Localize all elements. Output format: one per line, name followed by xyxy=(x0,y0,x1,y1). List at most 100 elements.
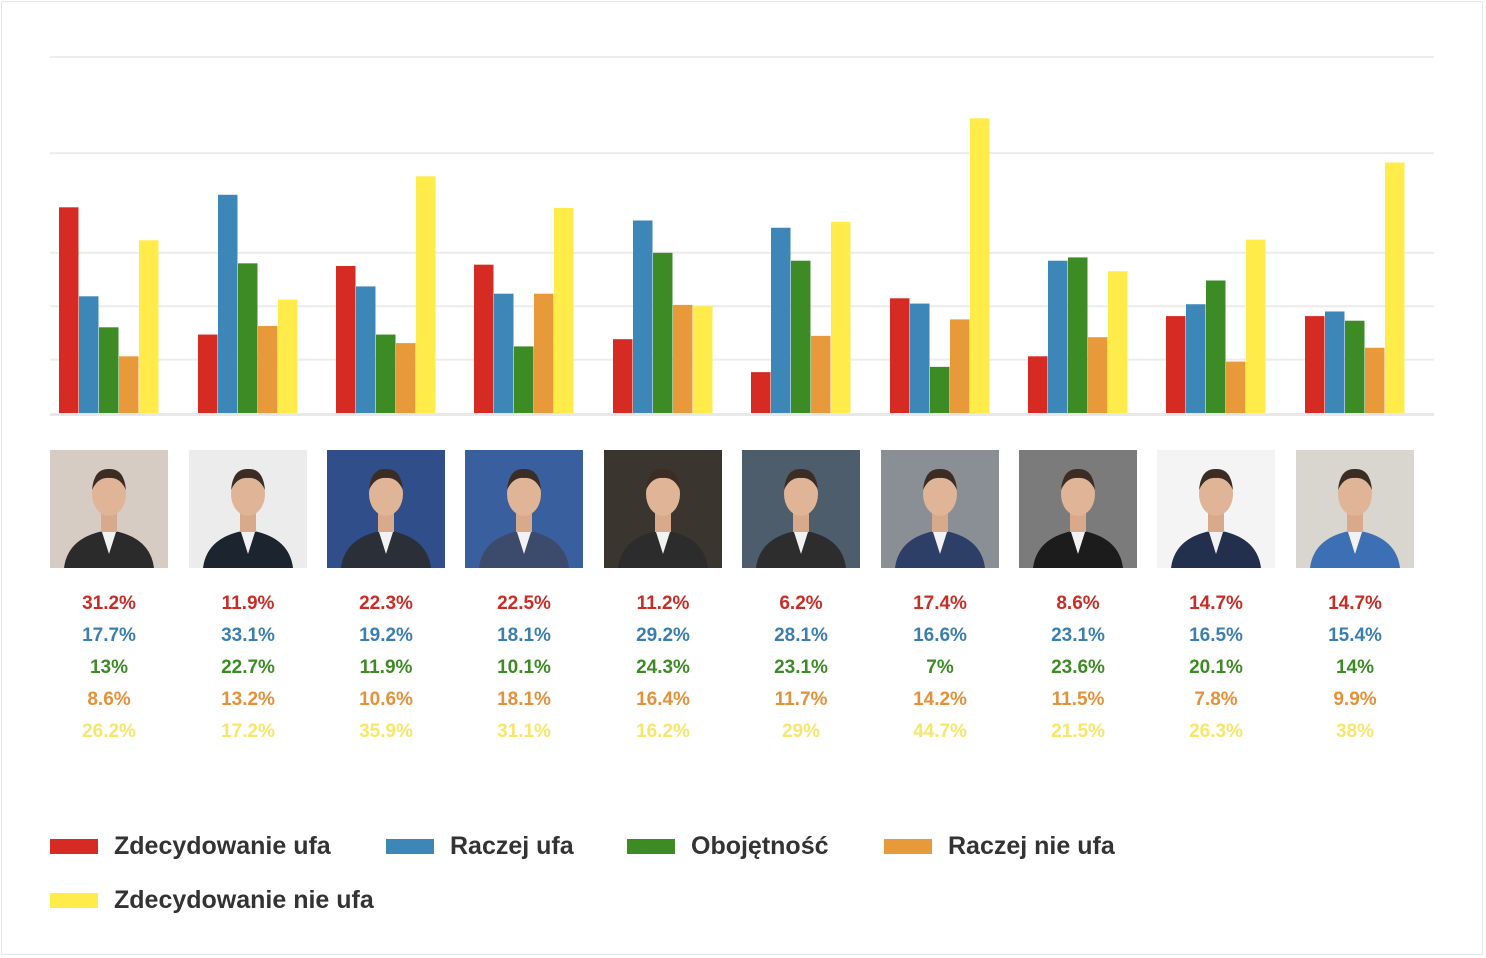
legend-label-0: Zdecydowanie ufa xyxy=(114,831,331,860)
value-label-s4-c2: 35.9% xyxy=(359,721,413,742)
bar-s3-c2 xyxy=(396,343,416,413)
bar-s1-c7 xyxy=(1048,260,1068,413)
bar-s4-c8 xyxy=(1246,239,1266,413)
value-column-6: 17.4% 16.6% 7% 14.2% 44.7% xyxy=(881,588,999,748)
bar-s2-c5 xyxy=(791,260,811,413)
value-label-s4-c4: 16.2% xyxy=(636,721,690,742)
value-label-s1-c3: 18.1% xyxy=(497,625,551,646)
bar-s4-c6 xyxy=(970,118,990,414)
bar-s1-c3 xyxy=(494,293,514,413)
value-label-s2-c9: 14% xyxy=(1335,657,1375,678)
value-label-s1-c4: 29.2% xyxy=(636,625,690,646)
bar-s1-c9 xyxy=(1325,311,1345,413)
value-label-s3-c3: 18.1% xyxy=(497,689,551,710)
bar-s0-c6 xyxy=(890,298,910,413)
legend-label-3: Raczej nie ufa xyxy=(948,831,1115,860)
person-photo-3 xyxy=(465,450,583,568)
legend-label-1: Raczej ufa xyxy=(450,831,574,860)
value-label-s1-c9: 15.4% xyxy=(1328,625,1382,646)
person-photo-5 xyxy=(742,450,860,568)
bar-s4-c0 xyxy=(139,240,159,413)
value-label-s1-c8: 16.5% xyxy=(1189,625,1243,646)
value-column-4: 11.2% 29.2% 24.3% 16.4% 16.2% xyxy=(604,588,722,748)
person-photo-7 xyxy=(1019,450,1137,568)
person-photo-8 xyxy=(1157,450,1275,568)
bar-s0-c2 xyxy=(336,265,356,413)
value-label-s3-c0: 8.6% xyxy=(87,689,131,710)
legend-swatch-2 xyxy=(627,838,675,854)
value-label-s2-c6: 7% xyxy=(926,657,954,678)
value-label-s0-c4: 11.2% xyxy=(636,593,690,614)
value-label-s4-c8: 26.3% xyxy=(1189,721,1243,742)
bar-s4-c7 xyxy=(1108,271,1128,413)
legend-swatch-3 xyxy=(884,838,932,854)
value-label-s0-c1: 11.9% xyxy=(221,593,275,614)
value-label-s4-c1: 17.2% xyxy=(221,721,275,742)
bar-s0-c8 xyxy=(1166,316,1186,413)
value-label-s2-c7: 23.6% xyxy=(1051,657,1105,678)
legend-label-4: Zdecydowanie nie ufa xyxy=(114,885,374,914)
value-label-s0-c7: 8.6% xyxy=(1056,593,1100,614)
value-label-s3-c9: 9.9% xyxy=(1333,689,1377,710)
value-label-s4-c7: 21.5% xyxy=(1051,721,1105,742)
value-label-s1-c5: 28.1% xyxy=(774,625,828,646)
bar-s2-c6 xyxy=(930,366,950,413)
legend-label-2: Obojętność xyxy=(691,831,829,860)
bar-s4-c4 xyxy=(693,306,713,413)
legend-item-3: Raczej nie ufa xyxy=(884,828,1115,864)
bar-s2-c1 xyxy=(238,263,258,413)
value-label-s2-c3: 10.1% xyxy=(497,657,551,678)
bar-s1-c4 xyxy=(633,220,653,413)
value-label-s1-c2: 19.2% xyxy=(359,625,413,646)
legend-item-2: Obojętność xyxy=(627,828,829,864)
bar-s1-c6 xyxy=(910,303,930,413)
bar-s3-c8 xyxy=(1226,361,1246,413)
bar-s3-c6 xyxy=(950,319,970,413)
value-label-s2-c8: 20.1% xyxy=(1189,657,1243,678)
legend-swatch-4 xyxy=(50,892,98,908)
person-photo-9 xyxy=(1296,450,1414,568)
value-label-s1-c0: 17.7% xyxy=(82,625,136,646)
bar-s0-c0 xyxy=(59,207,79,413)
legend-swatch-1 xyxy=(386,838,434,854)
value-label-s2-c2: 11.9% xyxy=(359,657,413,678)
bar-s3-c0 xyxy=(119,356,139,413)
bar-s2-c4 xyxy=(653,252,673,413)
bar-s4-c9 xyxy=(1385,162,1405,413)
bar-s2-c2 xyxy=(376,334,396,413)
value-label-s4-c5: 29% xyxy=(781,721,821,742)
value-label-s3-c5: 11.7% xyxy=(774,689,828,710)
bar-s2-c9 xyxy=(1345,320,1365,413)
bar-s2-c7 xyxy=(1068,257,1088,413)
value-label-s0-c9: 14.7% xyxy=(1328,593,1382,614)
value-label-s3-c1: 13.2% xyxy=(221,689,275,710)
value-label-s0-c5: 6.2% xyxy=(779,593,823,614)
value-label-s4-c6: 44.7% xyxy=(913,721,967,742)
person-photo-6 xyxy=(881,450,999,568)
bar-s2-c3 xyxy=(514,346,534,413)
value-label-s3-c2: 10.6% xyxy=(359,689,413,710)
person-photo-2 xyxy=(327,450,445,568)
legend-swatch-0 xyxy=(50,838,98,854)
value-label-s0-c3: 22.5% xyxy=(497,593,551,614)
value-label-s3-c7: 11.5% xyxy=(1051,689,1105,710)
value-label-s4-c0: 26.2% xyxy=(82,721,136,742)
value-label-s1-c6: 16.6% xyxy=(913,625,967,646)
bar-s0-c5 xyxy=(751,372,771,413)
bar-s3-c4 xyxy=(673,304,693,413)
bar-s2-c0 xyxy=(99,327,119,413)
value-column-5: 6.2% 28.1% 23.1% 11.7% 29% xyxy=(742,588,860,748)
bar-s2-c8 xyxy=(1206,280,1226,413)
value-label-s0-c2: 22.3% xyxy=(359,593,413,614)
value-label-s3-c4: 16.4% xyxy=(636,689,690,710)
bar-s1-c0 xyxy=(79,296,99,413)
value-label-s3-c8: 7.8% xyxy=(1194,689,1238,710)
value-label-s0-c6: 17.4% xyxy=(913,593,967,614)
bar-s4-c1 xyxy=(278,299,298,413)
bar-s4-c2 xyxy=(416,176,436,413)
bar-s1-c2 xyxy=(356,286,376,413)
value-label-s1-c1: 33.1% xyxy=(221,625,275,646)
value-column-0: 31.2% 17.7% 13% 8.6% 26.2% xyxy=(50,588,168,748)
bar-s4-c3 xyxy=(554,207,574,413)
